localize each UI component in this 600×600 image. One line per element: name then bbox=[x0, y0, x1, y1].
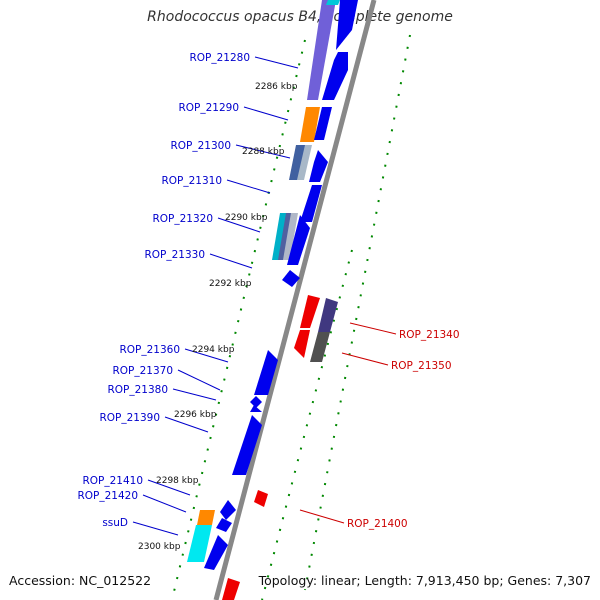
genome-backbone bbox=[213, 0, 377, 600]
gene-label[interactable]: ROP_21290 bbox=[178, 102, 239, 114]
gene-arrow[interactable] bbox=[300, 185, 322, 222]
gene-arrow[interactable] bbox=[287, 215, 310, 265]
gene-label[interactable]: ROP_21350 bbox=[391, 360, 452, 372]
gene-block-grey[interactable] bbox=[283, 213, 298, 260]
gene-arrow[interactable] bbox=[250, 396, 262, 408]
kbp-label: 2288 kbp bbox=[242, 147, 285, 157]
gene-block-red[interactable] bbox=[294, 330, 310, 358]
gene-label[interactable]: ROP_21320 bbox=[152, 213, 213, 225]
gene-block-darkgrey[interactable] bbox=[310, 332, 330, 362]
gene-arrow[interactable] bbox=[314, 107, 332, 140]
kbp-label: 2292 kbp bbox=[209, 279, 252, 289]
gene-label[interactable]: ROP_21360 bbox=[119, 344, 180, 356]
kbp-label: 2300 kbp bbox=[138, 542, 181, 552]
gene-label[interactable]: ROP_21400 bbox=[347, 518, 408, 530]
gene-block-cyan-top[interactable] bbox=[326, 0, 340, 5]
gene-arrow[interactable] bbox=[220, 500, 236, 520]
gene-block-orange[interactable] bbox=[197, 510, 215, 525]
gene-arrow[interactable] bbox=[216, 518, 232, 532]
gene-arrow[interactable] bbox=[309, 150, 328, 182]
gene-block-red[interactable] bbox=[254, 490, 268, 507]
reverse-genes bbox=[222, 295, 338, 600]
gene-label[interactable]: ROP_21420 bbox=[77, 490, 138, 502]
reverse-gene-labels: ROP_21340 ROP_21350 ROP_21400 bbox=[347, 329, 460, 530]
gene-label[interactable]: ROP_21410 bbox=[82, 475, 143, 487]
gene-block-indigo[interactable] bbox=[318, 298, 338, 332]
gene-label[interactable]: ROP_21300 bbox=[170, 140, 231, 152]
gene-block-grey[interactable] bbox=[297, 145, 312, 180]
gene-label[interactable]: ROP_21310 bbox=[161, 175, 222, 187]
gene-arrow[interactable] bbox=[254, 350, 278, 395]
gene-arrow[interactable] bbox=[232, 415, 262, 475]
gene-arrow[interactable] bbox=[282, 270, 300, 287]
gene-block-red[interactable] bbox=[222, 578, 240, 600]
kbp-label: 2286 kbp bbox=[255, 82, 298, 92]
forward-leaders bbox=[132, 56, 299, 536]
kbp-labels: 2286 kbp 2288 kbp 2290 kbp 2292 kbp 2294… bbox=[138, 82, 298, 552]
gene-label[interactable]: ROP_21280 bbox=[189, 52, 250, 64]
gene-label[interactable]: ROP_21330 bbox=[144, 249, 205, 261]
reverse-leaders bbox=[299, 322, 397, 524]
gene-label[interactable]: ROP_21370 bbox=[112, 365, 173, 377]
genome-title: Rhodococcus opacus B4, complete genome bbox=[147, 9, 453, 25]
gene-block-cyan[interactable] bbox=[187, 525, 212, 562]
gene-block-orange[interactable] bbox=[300, 107, 320, 142]
kbp-label: 2296 kbp bbox=[174, 410, 217, 420]
topology-text: Topology: linear; Length: 7,913,450 bp; … bbox=[258, 573, 591, 588]
gene-label[interactable]: ROP_21380 bbox=[107, 384, 168, 396]
gene-label[interactable]: ROP_21340 bbox=[399, 329, 460, 341]
gene-label[interactable]: ROP_21390 bbox=[99, 412, 160, 424]
gene-label[interactable]: ssuD bbox=[102, 517, 128, 529]
forward-gene-labels: ROP_21280 ROP_21290 ROP_21300 ROP_21310 … bbox=[77, 52, 250, 529]
accession-text: Accession: NC_012522 bbox=[9, 573, 152, 588]
gene-arrow[interactable] bbox=[250, 405, 262, 412]
gene-block-purple[interactable] bbox=[307, 0, 336, 100]
gene-arrow[interactable] bbox=[204, 535, 228, 570]
gene-block-red[interactable] bbox=[300, 295, 320, 328]
tick-guide-right-inner bbox=[261, 249, 353, 600]
gene-arrow[interactable] bbox=[336, 0, 358, 50]
gene-arrow[interactable] bbox=[322, 52, 348, 100]
kbp-label: 2298 kbp bbox=[156, 476, 199, 486]
forward-genes bbox=[187, 0, 358, 570]
kbp-label: 2294 kbp bbox=[192, 345, 235, 355]
kbp-label: 2290 kbp bbox=[225, 213, 268, 223]
